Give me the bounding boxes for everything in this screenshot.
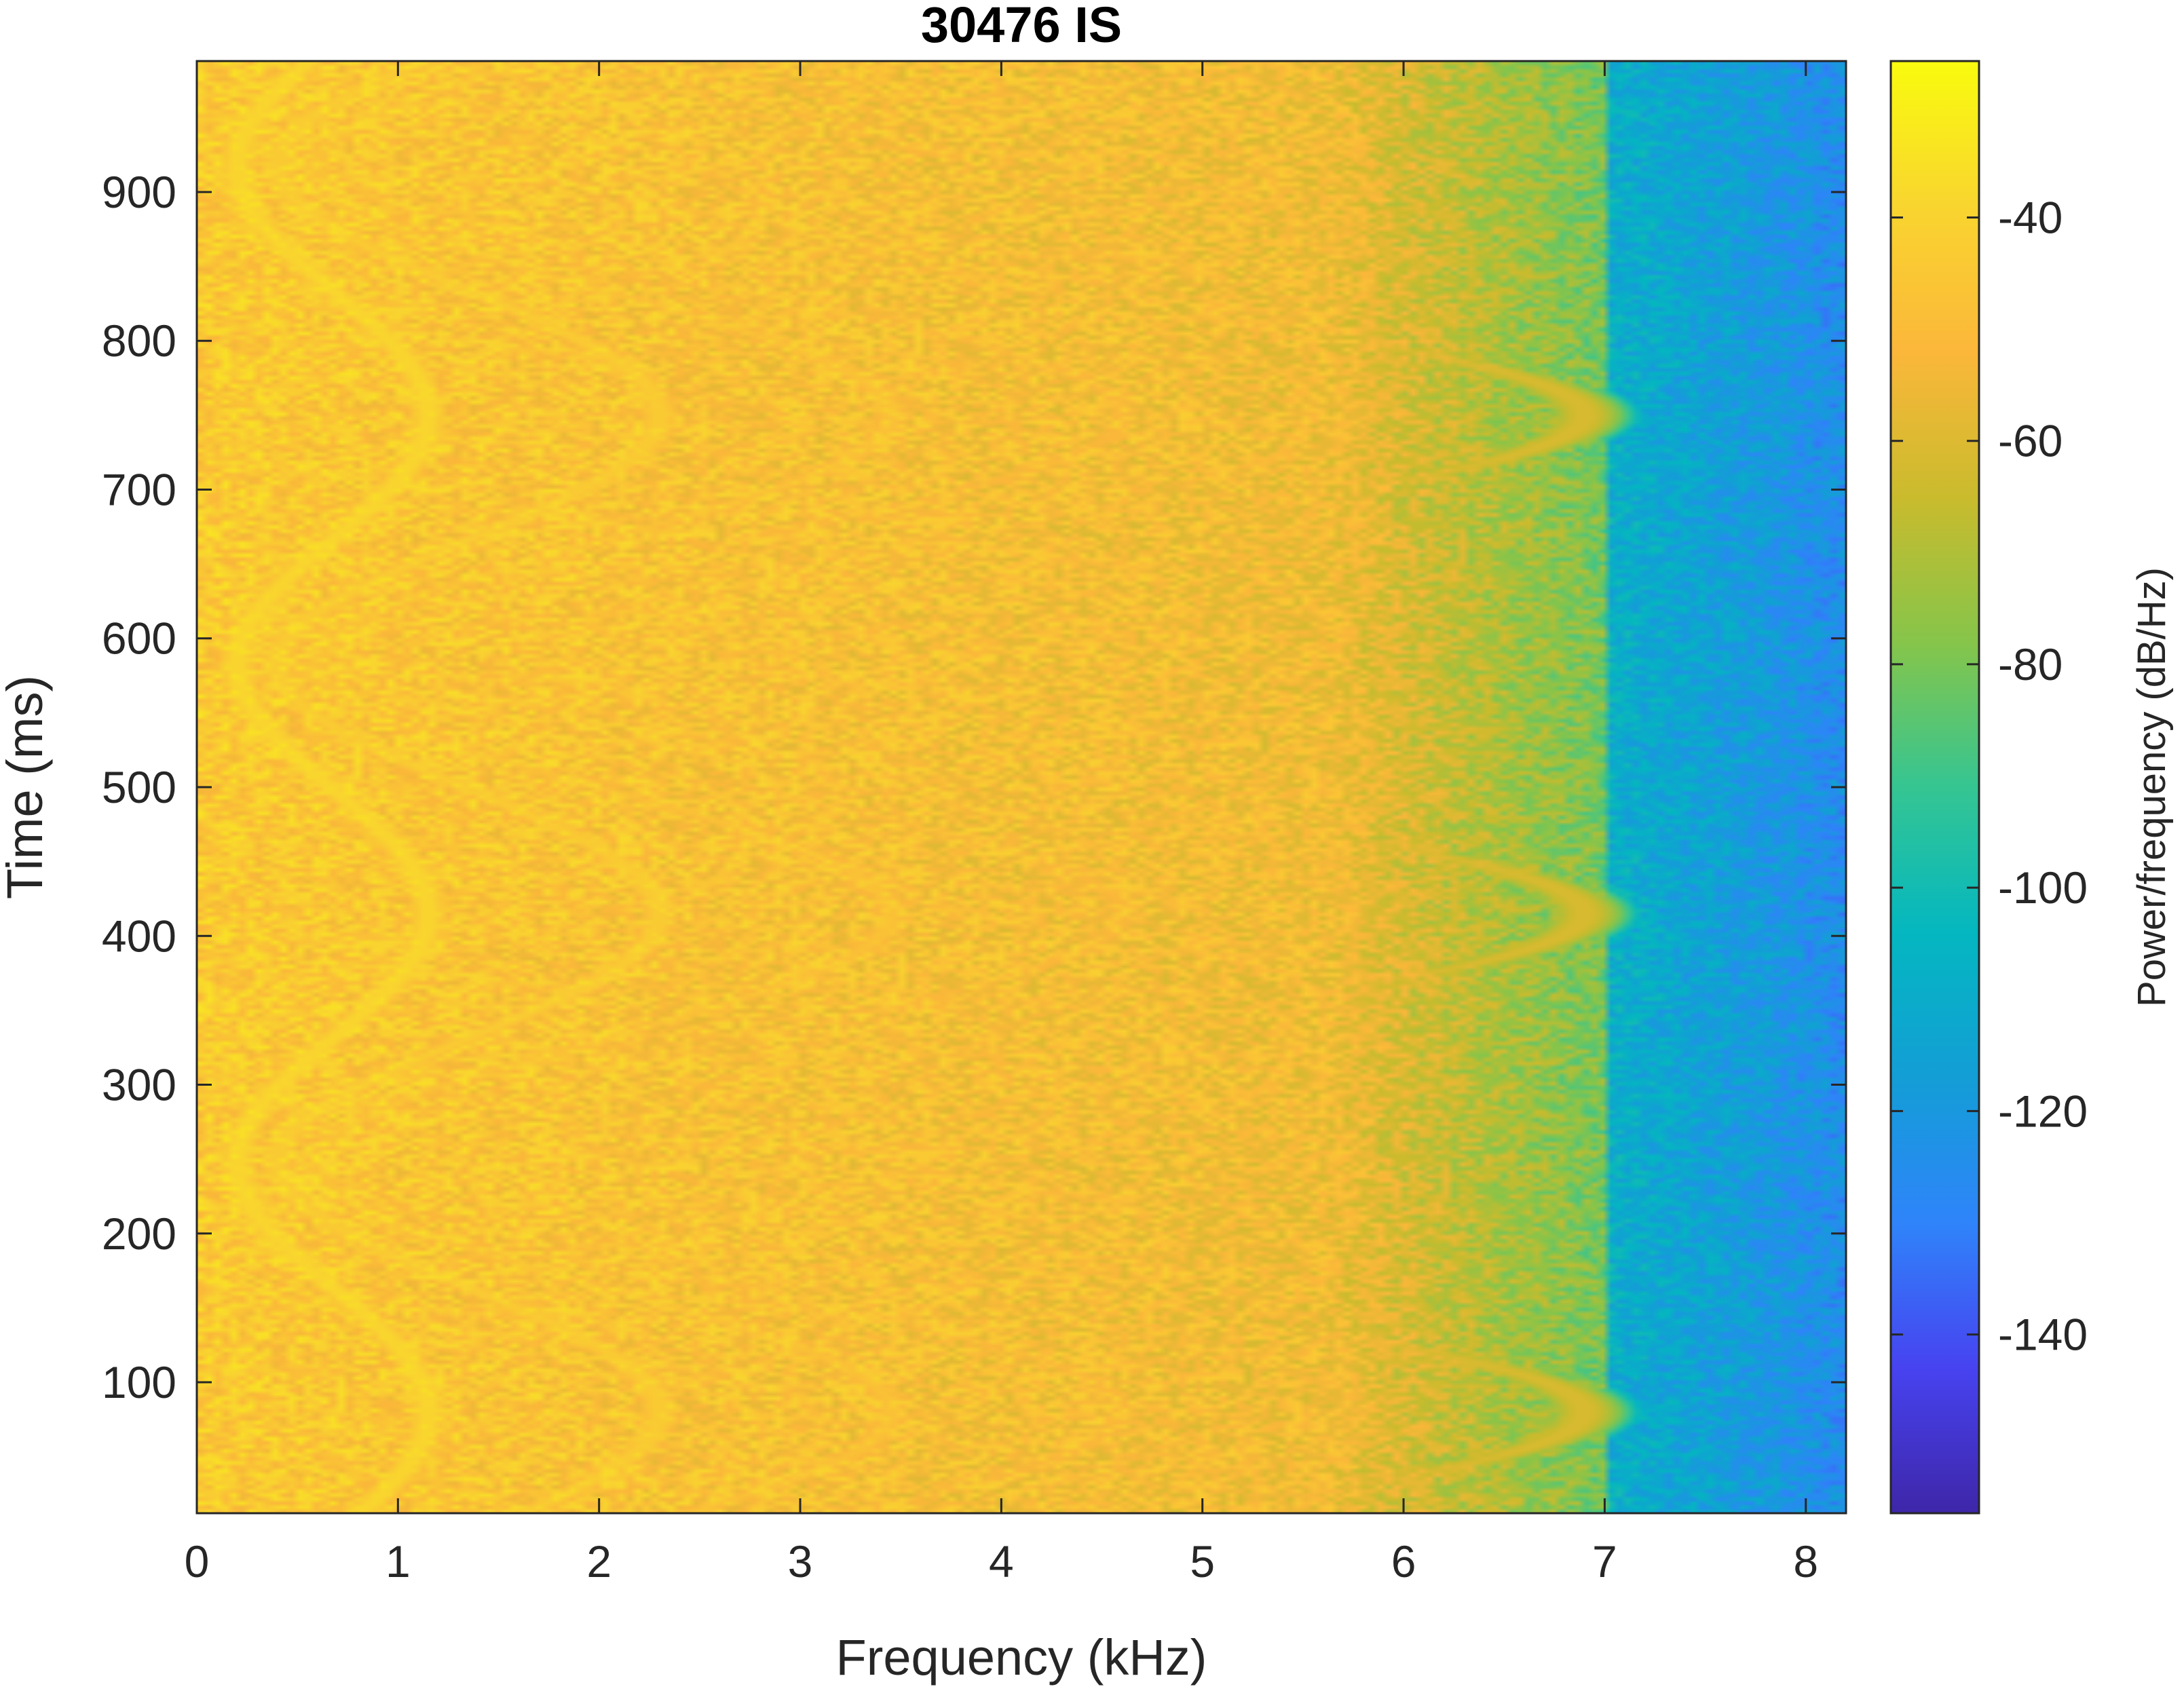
- colorbar-tick-label: -120: [1998, 1086, 2088, 1136]
- x-tick-label: 8: [1793, 1536, 1818, 1586]
- x-axis-label: Frequency (kHz): [836, 1629, 1207, 1686]
- x-tick-label: 0: [185, 1536, 210, 1586]
- y-tick-label: 100: [102, 1357, 176, 1407]
- y-tick-label: 800: [102, 316, 176, 366]
- x-tick-label: 7: [1592, 1536, 1617, 1586]
- colorbar-label: Power/frequency (dB/Hz): [2130, 567, 2174, 1007]
- y-tick-label: 600: [102, 613, 176, 664]
- y-axis-ticks: 100 200 300 400 500 600 700 800 900: [102, 167, 1846, 1407]
- y-tick-label: 500: [102, 762, 176, 812]
- colorbar-ticks: -40 -60 -80 -100 -120 -140: [1891, 192, 2088, 1360]
- colorbar-tick-label: -140: [1998, 1310, 2088, 1360]
- x-axis-ticks: 0 1 2 3 4 5 6 7 8: [185, 61, 1818, 1586]
- x-tick-label: 5: [1190, 1536, 1215, 1586]
- x-tick-label: 1: [385, 1536, 411, 1586]
- y-tick-label: 400: [102, 911, 176, 961]
- x-tick-label: 3: [788, 1536, 813, 1586]
- x-tick-label: 2: [586, 1536, 611, 1586]
- y-tick-label: 200: [102, 1209, 176, 1259]
- colorbar-tick-label: -60: [1998, 416, 2063, 466]
- y-axis-label: Time (ms): [0, 675, 53, 899]
- y-tick-label: 300: [102, 1060, 176, 1110]
- colorbar-tick-label: -100: [1998, 862, 2088, 913]
- plot-area: [197, 61, 1846, 1513]
- y-tick-label: 700: [102, 464, 176, 514]
- spectrogram-heatmap: [197, 61, 1846, 1513]
- chart-title: 30476 IS: [921, 0, 1122, 53]
- colorbar-tick-label: -80: [1998, 639, 2063, 689]
- x-tick-label: 4: [989, 1536, 1014, 1586]
- y-tick-label: 900: [102, 167, 176, 217]
- x-tick-label: 6: [1391, 1536, 1416, 1586]
- colorbar: [1889, 60, 1980, 1515]
- colorbar-tick-label: -40: [1998, 192, 2063, 242]
